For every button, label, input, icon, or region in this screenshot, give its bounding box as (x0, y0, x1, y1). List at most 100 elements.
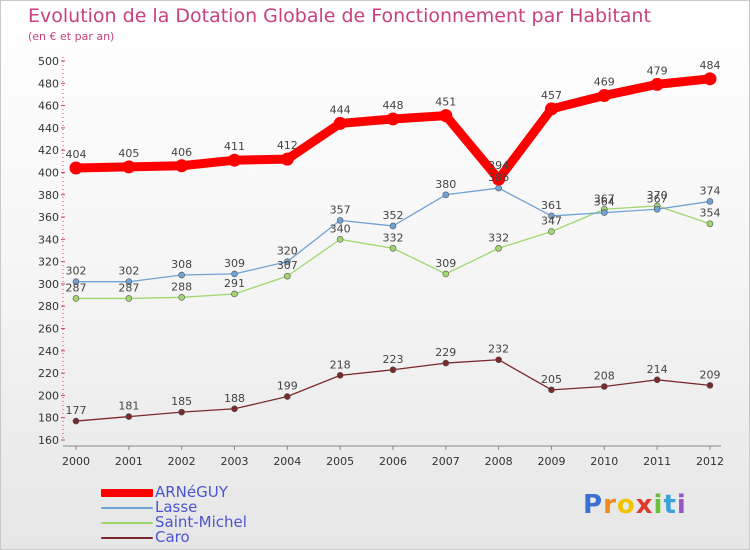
x-tick-label: 2011 (643, 455, 671, 468)
data-label-arneguy: 444 (330, 103, 351, 116)
y-tick-label: 300 (38, 278, 59, 291)
data-label-caro: 208 (594, 369, 615, 382)
data-point-arneguy (122, 160, 136, 174)
data-label-lasse: 302 (66, 265, 87, 278)
data-labels: 177 181 185 188 199 218 223 229 232 205 208 214 209 2… (66, 59, 721, 417)
data-label-saint-michel: 287 (118, 281, 139, 294)
data-label-lasse: 308 (171, 258, 192, 271)
data-point-lasse (389, 222, 397, 230)
y-tick-label: 460 (38, 100, 59, 113)
y-tick-label: 420 (38, 144, 59, 157)
y-tick-label: 260 (38, 323, 59, 336)
data-label-caro: 188 (224, 392, 245, 405)
data-point-caro (178, 408, 185, 416)
data-label-lasse: 302 (118, 265, 139, 278)
data-point-saint-michel (442, 270, 450, 278)
data-point-lasse (706, 198, 714, 205)
legend-label-lasse: Lasse (155, 498, 198, 516)
data-label-caro: 177 (66, 404, 87, 417)
proxiti-logo: Proxiti (583, 490, 687, 520)
data-point-lasse (231, 270, 238, 278)
data-label-saint-michel: 291 (224, 277, 245, 290)
legend-swatch-arneguy (101, 489, 153, 497)
data-label-saint-michel: 367 (594, 192, 615, 205)
data-point-caro (389, 366, 397, 374)
data-point-saint-michel (389, 244, 397, 252)
x-tick-label: 2005 (326, 455, 354, 468)
x-tick-label: 2008 (485, 455, 513, 468)
series-line-arneguy (71, 74, 715, 184)
chart-title: Evolution de la Dotation Globale de Fonc… (28, 5, 651, 27)
data-label-arneguy: 412 (277, 139, 298, 152)
x-tick-label: 2003 (220, 455, 248, 468)
x-tick-label: 2000 (62, 455, 90, 468)
y-tick-label: 400 (38, 166, 59, 179)
x-tick-label: 2001 (115, 455, 143, 468)
data-point-arneguy (544, 102, 558, 116)
y-tick-label: 280 (38, 300, 59, 313)
y-tick-label: 240 (38, 345, 59, 358)
data-point-saint-michel (706, 220, 714, 228)
data-label-lasse: 380 (435, 178, 456, 191)
data-point-caro (548, 386, 555, 394)
data-label-caro: 229 (435, 346, 456, 359)
data-label-lasse: 309 (224, 257, 245, 270)
data-point-saint-michel (284, 272, 291, 280)
data-label-arneguy: 448 (382, 99, 403, 112)
data-label-saint-michel: 307 (277, 259, 298, 272)
logo-letter: o (616, 490, 636, 520)
x-tick-label: 2010 (590, 455, 618, 468)
data-label-lasse: 364 (594, 196, 615, 209)
data-point-lasse (178, 271, 185, 279)
y-tick-label: 320 (38, 256, 59, 269)
data-point-arneguy (227, 153, 241, 167)
data-point-lasse (548, 212, 555, 220)
x-tick-label: 2002 (168, 455, 196, 468)
data-point-lasse (653, 205, 661, 213)
data-label-caro: 181 (118, 400, 139, 413)
data-label-caro: 218 (330, 358, 351, 371)
x-tick-label: 2012 (696, 455, 724, 468)
data-label-lasse: 352 (382, 209, 403, 222)
logo-letter: x (635, 490, 654, 520)
y-tick-label: 200 (38, 389, 59, 402)
data-point-arneguy (69, 161, 83, 175)
data-label-arneguy: 406 (171, 146, 192, 159)
data-point-saint-michel (125, 295, 133, 302)
legend-label-caro: Caro (155, 528, 190, 546)
data-label-arneguy: 404 (66, 148, 87, 161)
y-tick-label: 180 (38, 412, 59, 425)
data-label-saint-michel: 287 (66, 281, 87, 294)
data-label-saint-michel: 347 (541, 215, 562, 228)
data-label-saint-michel: 309 (435, 257, 456, 270)
y-tick-label: 380 (38, 189, 59, 202)
axes: 160 180 200 220 240 260 280 300 320 340 360 380 400 4… (38, 55, 724, 468)
data-point-caro (72, 417, 80, 425)
data-label-lasse: 367 (647, 192, 668, 205)
data-point-saint-michel (548, 228, 555, 235)
logo-letter: i (676, 490, 687, 520)
x-tick-label: 2007 (432, 455, 460, 468)
data-point-caro (125, 413, 133, 420)
data-label-arneguy: 394 (488, 159, 509, 172)
data-label-arneguy: 479 (647, 64, 668, 77)
data-point-arneguy (650, 77, 664, 91)
logo-letter: i (653, 490, 664, 520)
data-label-lasse: 357 (330, 203, 351, 216)
logo-letter: t (663, 490, 677, 520)
legend-label-arneguy: ARNéGUY (155, 483, 228, 501)
y-tick-label: 440 (38, 122, 59, 135)
data-point-caro (495, 356, 502, 364)
data-label-caro: 232 (488, 343, 509, 356)
logo-letter: P (583, 490, 604, 520)
x-tick-label: 2006 (379, 455, 407, 468)
legend-swatch-saint-michel (101, 522, 153, 524)
data-point-lasse (442, 191, 450, 199)
x-tick-label: 2009 (537, 455, 565, 468)
data-label-lasse: 386 (488, 171, 509, 184)
data-point-arneguy (597, 89, 611, 103)
data-label-saint-michel: 340 (330, 222, 351, 235)
legend-swatch-caro (101, 537, 153, 539)
data-point-lasse (495, 184, 502, 192)
